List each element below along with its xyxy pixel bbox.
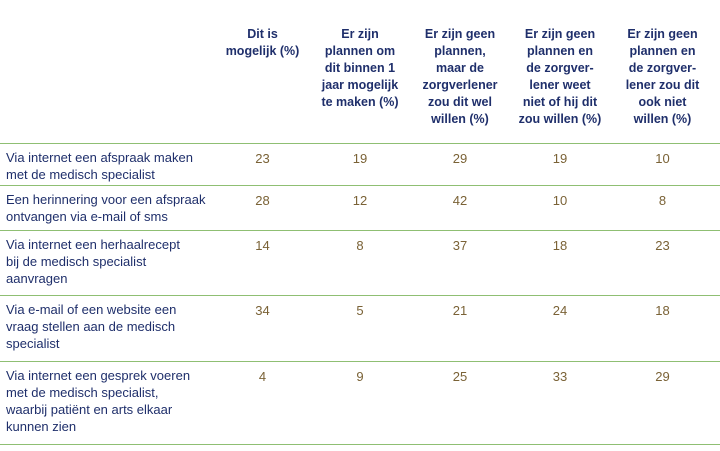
column-header-no-plans-unwilling: Er zijn geen plannen en de zorgver- lene… xyxy=(625,27,700,126)
table-row: Een herinnering voor een afspraak ontvan… xyxy=(0,186,720,231)
cell-value: 24 xyxy=(552,303,568,318)
cell-value: 4 xyxy=(258,369,267,384)
cell-value: 18 xyxy=(552,238,568,253)
cell-value: 8 xyxy=(658,193,667,208)
cell-value: 23 xyxy=(255,151,270,166)
row-label: Via internet een afspraak maken met de m… xyxy=(6,150,193,182)
table-row: Via internet een herhaalrecept bij de me… xyxy=(0,231,720,296)
cell-value: 33 xyxy=(552,369,568,384)
table-header: Dit is mogelijk (%) Er zijn plannen om d… xyxy=(0,0,720,144)
cell-value: 9 xyxy=(356,369,364,384)
row-label: Via e-mail of een website een vraag stel… xyxy=(6,302,177,351)
cell-value: 19 xyxy=(352,151,368,166)
column-header-possible: Dit is mogelijk (%) xyxy=(225,27,300,58)
row-label: Via internet een gesprek voeren met de m… xyxy=(6,368,191,434)
cell-value: 28 xyxy=(255,193,270,208)
cell-value: 42 xyxy=(452,193,468,208)
cell-value: 10 xyxy=(552,193,568,208)
row-label: Via internet een herhaalrecept bij de me… xyxy=(6,237,180,286)
column-header-planned: Er zijn plannen om dit binnen 1 jaar mog… xyxy=(321,27,399,109)
cell-value: 19 xyxy=(552,151,568,166)
table-row: Via e-mail of een website een vraag stel… xyxy=(0,296,720,362)
cell-value: 12 xyxy=(352,193,368,208)
cell-value: 8 xyxy=(356,238,364,253)
column-header-no-plans-unknown: Er zijn geen plannen en de zorgver- lene… xyxy=(518,27,602,126)
cell-value: 10 xyxy=(655,151,670,166)
cell-value: 21 xyxy=(452,303,468,318)
table-row: Via internet een gesprek voeren met de m… xyxy=(0,362,720,445)
cell-value: 23 xyxy=(655,238,670,253)
cell-value: 18 xyxy=(655,303,670,318)
cell-value: 5 xyxy=(356,303,364,318)
cell-value: 14 xyxy=(255,238,270,253)
cell-value: 29 xyxy=(452,151,468,166)
row-label: Een herinnering voor een afspraak ontvan… xyxy=(6,192,206,224)
column-header-no-plans-willing: Er zijn geen plannen, maar de zorgverlen… xyxy=(422,27,498,126)
cell-value: 34 xyxy=(255,303,270,318)
cell-value: 25 xyxy=(452,369,468,384)
cell-value: 29 xyxy=(655,369,670,384)
table-row: Via internet een afspraak maken met de m… xyxy=(0,144,720,186)
cell-value: 37 xyxy=(452,238,468,253)
